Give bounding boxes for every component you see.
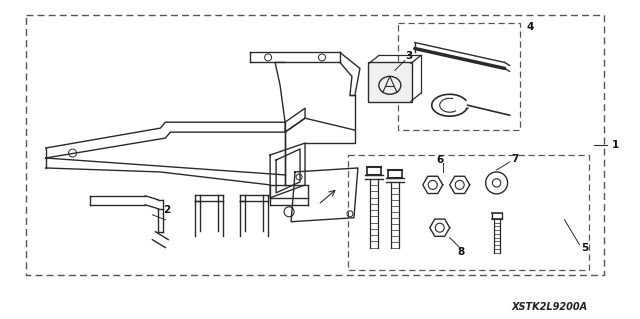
Text: 4: 4 (527, 22, 534, 32)
Bar (398, 23, 520, 130)
Bar (348, 155, 589, 270)
Text: 8: 8 (458, 247, 465, 256)
FancyBboxPatch shape (368, 63, 412, 102)
Text: 3: 3 (405, 51, 412, 62)
Text: 2: 2 (163, 205, 171, 215)
Text: 1: 1 (611, 140, 619, 150)
Ellipse shape (379, 76, 401, 94)
Text: XSTK2L9200A: XSTK2L9200A (511, 302, 588, 312)
Bar (26, 15, 604, 276)
Text: 6: 6 (436, 155, 444, 165)
Text: 5: 5 (581, 243, 589, 253)
Text: 7: 7 (511, 154, 519, 164)
